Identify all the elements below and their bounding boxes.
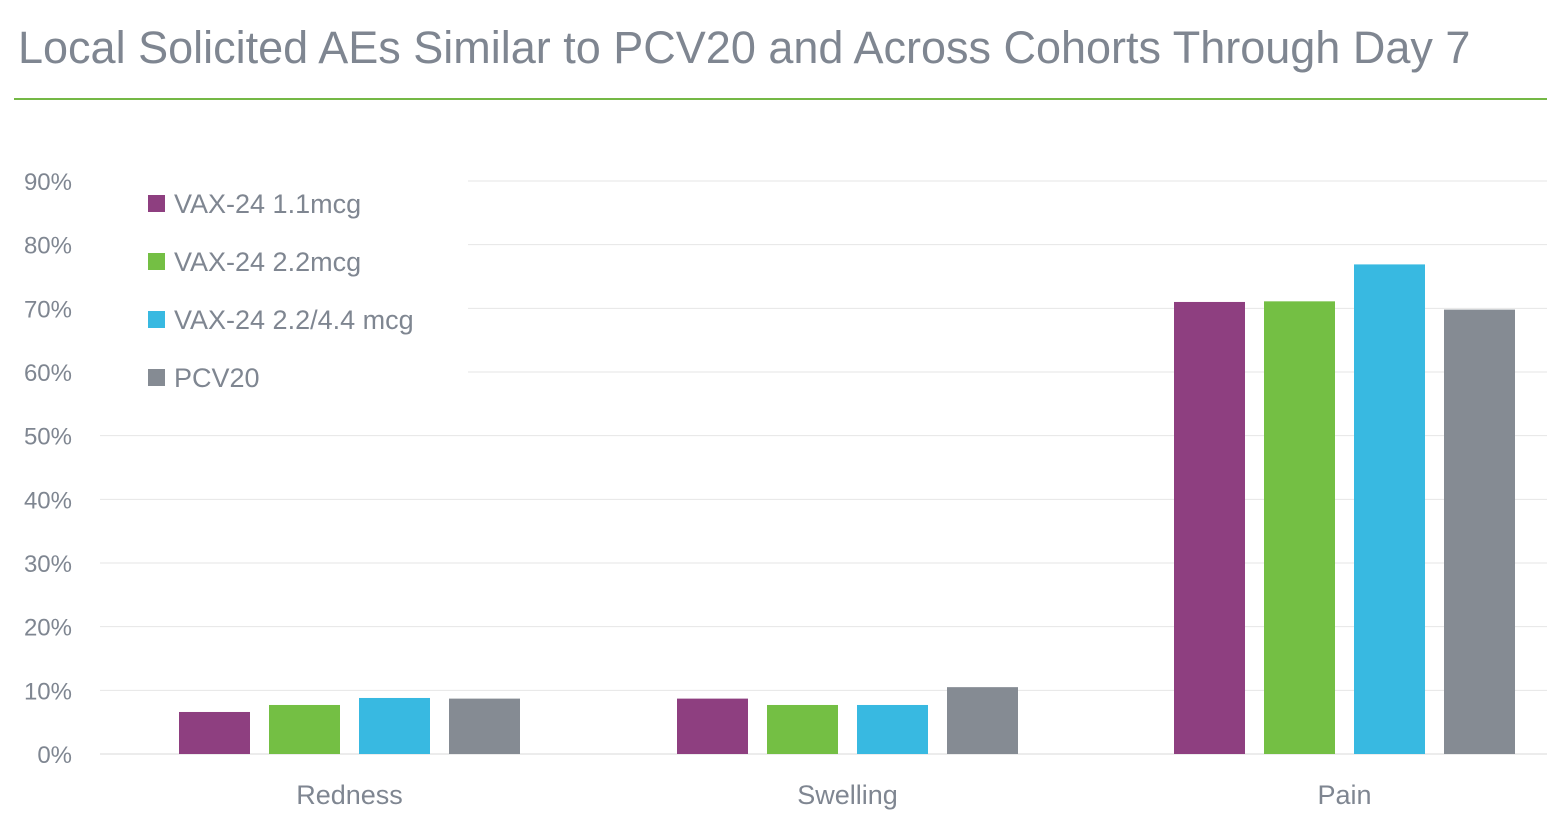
legend-swatch-2 [148,311,165,328]
x-axis: Redness Swelling Pain [296,780,1371,810]
bar-swelling-3 [947,687,1018,754]
legend-swatch-3 [148,369,165,386]
x-category-label-swelling: Swelling [797,780,898,810]
y-tick-label: 90% [24,169,72,196]
legend: VAX-24 1.1mcg VAX-24 2.2mcg VAX-24 2.2/4.4… [148,189,414,393]
bar-redness-2 [359,697,430,754]
x-category-label-pain: Pain [1317,780,1371,810]
bar-redness-3 [449,698,520,754]
title-divider [14,98,1547,100]
y-tick-label: 20% [24,615,72,642]
y-tick-label: 70% [24,296,72,323]
y-tick-label: 30% [24,551,72,578]
y-tick-label: 80% [24,233,72,260]
legend-swatch-1 [148,253,165,270]
bar-swelling-2 [857,704,928,754]
y-tick-label: 10% [24,678,72,705]
bar-swelling-0 [677,698,748,754]
bar-redness-1 [269,704,340,754]
x-category-label-redness: Redness [296,780,403,810]
y-axis: 0% 10% 20% 30% 40% 50% 60% 70% 80% 90% [24,169,72,769]
bar-swelling-1 [767,704,838,754]
y-tick-label: 40% [24,487,72,514]
legend-label-2: VAX-24 2.2/4.4 mcg [174,305,414,335]
legend-label-3: PCV20 [174,363,260,393]
y-tick-label: 50% [24,424,72,451]
bar-pain-0 [1174,301,1245,754]
bars [179,264,1515,754]
chart-title: Local Solicited AEs Similar to PCV20 and… [18,22,1471,73]
legend-label-0: VAX-24 1.1mcg [174,189,361,219]
legend-label-1: VAX-24 2.2mcg [174,247,361,277]
bar-pain-2 [1354,264,1425,754]
bar-pain-3 [1444,309,1515,754]
y-tick-label: 60% [24,360,72,387]
legend-swatch-0 [148,195,165,212]
bar-redness-0 [179,711,250,754]
bar-pain-1 [1264,301,1335,754]
y-tick-label: 0% [37,742,72,769]
